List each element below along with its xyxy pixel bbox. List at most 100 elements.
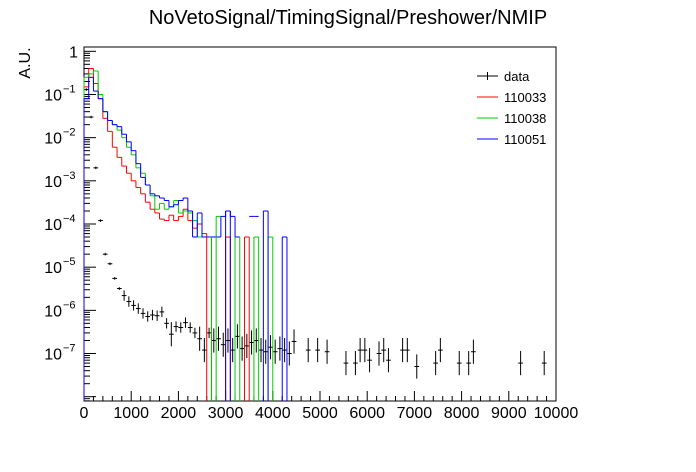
data-point <box>84 88 89 91</box>
legend-label: 110033 <box>504 90 546 105</box>
y-tick-exponent: −7 <box>63 343 76 355</box>
x-tick-label: 3000 <box>208 405 244 422</box>
data-point <box>305 338 311 363</box>
data-point <box>98 219 103 222</box>
drop-lines-110051 <box>225 211 288 401</box>
data-point <box>145 311 151 322</box>
data-point <box>357 338 363 363</box>
data-point <box>187 322 193 333</box>
data-point <box>107 262 113 266</box>
legend-label: 110051 <box>504 132 546 147</box>
y-tick-label: 10 <box>44 131 62 148</box>
data-point <box>154 310 160 321</box>
data-point <box>353 351 358 376</box>
data-point <box>159 306 165 318</box>
x-tick-label: 1000 <box>113 405 149 422</box>
legend-label: data <box>504 69 530 84</box>
data-point <box>282 338 287 363</box>
data-point <box>202 338 207 363</box>
y-tick-exponent: −2 <box>63 127 76 139</box>
data-point <box>216 326 221 351</box>
data-point <box>112 277 118 280</box>
y-tick-exponent: −1 <box>63 83 76 95</box>
y-tick-exponent: −6 <box>63 299 76 311</box>
data-point <box>183 317 188 328</box>
data-point <box>386 348 391 373</box>
data-point <box>367 348 372 373</box>
legend: data 110033 110038 110051 <box>477 69 546 147</box>
data-point <box>253 328 259 353</box>
drop-lines-110038 <box>210 236 274 401</box>
data-point <box>230 338 236 363</box>
data-point <box>102 252 108 256</box>
y-tick-label: 1 <box>69 44 78 61</box>
data-point <box>131 300 136 311</box>
y-tick-exponent: −4 <box>63 213 76 225</box>
x-tick-label: 7000 <box>397 405 433 422</box>
data-point <box>381 338 387 363</box>
data-point <box>400 338 405 363</box>
y-tick-exponent: −5 <box>63 256 76 268</box>
data-point <box>93 166 99 170</box>
x-tick-label: 9000 <box>491 405 527 422</box>
x-tick-label: 5000 <box>302 405 338 422</box>
data-point <box>376 341 382 366</box>
data-point <box>235 324 240 349</box>
y-axis-label: A.U. <box>17 47 34 78</box>
data-point <box>121 290 127 301</box>
data-point <box>239 336 245 361</box>
data-point <box>211 328 217 353</box>
data-point <box>249 330 254 355</box>
data-point <box>362 338 368 363</box>
legend-item-110033: 110033 <box>477 90 546 105</box>
data-point <box>456 351 462 376</box>
data-point <box>518 351 523 376</box>
data-point <box>263 339 269 364</box>
x-tick-label: 0 <box>80 405 89 422</box>
data-point <box>220 332 226 357</box>
data-point <box>291 329 297 354</box>
data-point <box>140 308 146 319</box>
data-point <box>272 339 278 364</box>
data-point <box>471 339 476 364</box>
y-tick-label: 10 <box>44 87 62 104</box>
y-tick-label: 10 <box>44 217 62 234</box>
data-point <box>135 303 141 314</box>
chart-title: NoVetoSignal/TimingSignal/Preshower/NMIP <box>149 7 547 29</box>
x-tick-label: 10000 <box>534 405 579 422</box>
legend-item-110051: 110051 <box>477 132 546 147</box>
data-point <box>324 339 330 364</box>
series-data <box>84 88 547 379</box>
data-point <box>206 327 212 339</box>
data-point <box>541 351 547 376</box>
legend-label: 110038 <box>504 111 546 126</box>
data-point <box>404 338 410 363</box>
y-tick-label: 10 <box>44 303 62 320</box>
data-point <box>277 336 283 361</box>
data-point <box>433 351 438 376</box>
data-point <box>117 287 122 290</box>
y-tick-label: 10 <box>44 260 62 277</box>
data-point <box>126 296 132 307</box>
data-point <box>244 333 250 358</box>
x-tick-label: 8000 <box>444 405 480 422</box>
series-layer <box>83 67 547 401</box>
data-point <box>173 321 179 332</box>
data-point <box>438 338 443 363</box>
data-point <box>168 322 174 347</box>
x-tick-label: 4000 <box>255 405 291 422</box>
legend-item-data: data <box>477 69 530 84</box>
data-point <box>268 335 273 360</box>
data-point <box>315 338 320 363</box>
legend-item-110038: 110038 <box>477 111 546 126</box>
data-point <box>466 351 472 376</box>
data-point <box>286 341 292 366</box>
y-tick-exponent: −3 <box>63 170 76 182</box>
data-point <box>225 328 231 353</box>
data-point <box>343 351 349 376</box>
y-axis: 110−110−210−310−410−510−610−7 <box>44 44 96 402</box>
data-point <box>164 318 169 329</box>
x-tick-label: 6000 <box>349 405 385 422</box>
